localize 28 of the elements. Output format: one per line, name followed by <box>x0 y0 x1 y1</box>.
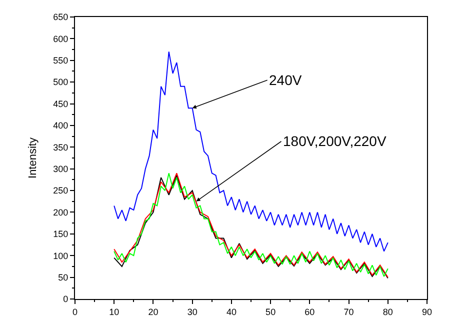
y-tick-label: 300 <box>53 164 68 174</box>
x-tick-label: 10 <box>109 306 120 317</box>
x-tick-label: 50 <box>266 306 276 317</box>
y-tick-label: 250 <box>53 186 68 196</box>
y-tick-label: 0 <box>63 294 68 304</box>
y-tick-label: 450 <box>53 98 68 109</box>
x-tick-label: 20 <box>148 306 158 317</box>
y-tick-label: 150 <box>53 229 68 240</box>
x-tick-label: 80 <box>382 306 393 317</box>
y-axis-title: Intensity <box>26 137 39 178</box>
y-tick-label: 50 <box>58 272 68 282</box>
x-tick-label: 90 <box>422 306 432 317</box>
x-tick-label: 0 <box>72 306 78 317</box>
annotation: 240V <box>269 72 302 88</box>
y-tick-label: 100 <box>53 250 68 261</box>
y-tick-label: 650 <box>53 12 68 22</box>
y-tick-label: 200 <box>53 207 68 218</box>
y-tick-label: 550 <box>53 56 68 66</box>
x-tick-label: 70 <box>344 306 354 317</box>
y-tick-label: 350 <box>53 142 68 152</box>
y-tick-label: 400 <box>53 120 68 131</box>
x-tick-label: 60 <box>304 306 315 317</box>
x-tick-label: 40 <box>226 306 236 317</box>
y-tick-label: 500 <box>53 77 68 88</box>
y-tick-label: 600 <box>53 34 68 44</box>
annotation: 180V,200V,220V <box>283 133 387 149</box>
line-series <box>114 51 388 252</box>
x-tick-label: 30 <box>187 306 198 317</box>
